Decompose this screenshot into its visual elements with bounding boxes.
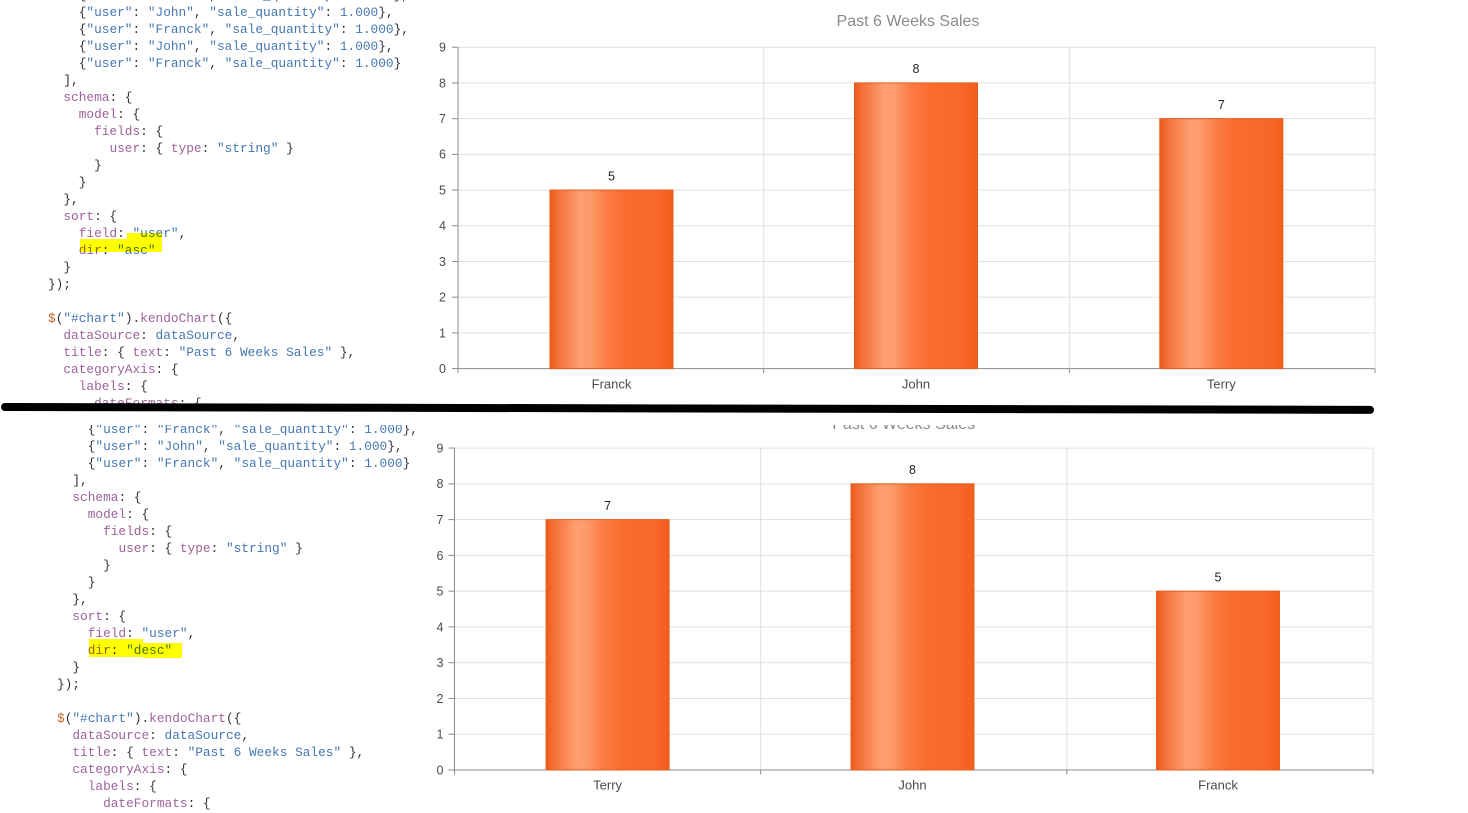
svg-text:8: 8 (909, 463, 916, 477)
svg-text:Past 6 Weeks Sales: Past 6 Weeks Sales (832, 425, 975, 433)
svg-text:2: 2 (439, 291, 446, 305)
svg-text:6: 6 (437, 548, 444, 562)
svg-text:5: 5 (608, 169, 615, 183)
svg-text:8: 8 (437, 477, 444, 491)
svg-text:4: 4 (437, 620, 444, 634)
svg-text:8: 8 (913, 62, 920, 76)
svg-text:6: 6 (439, 148, 446, 162)
svg-text:Franck: Franck (592, 376, 632, 391)
svg-text:7: 7 (604, 498, 611, 512)
svg-text:3: 3 (439, 255, 446, 269)
svg-text:John: John (902, 376, 930, 391)
svg-text:Terry: Terry (1207, 376, 1236, 391)
svg-text:4: 4 (439, 219, 446, 233)
svg-text:7: 7 (437, 513, 444, 527)
svg-text:John: John (898, 777, 926, 792)
svg-text:Terry: Terry (593, 777, 622, 792)
svg-text:5: 5 (1215, 570, 1222, 584)
svg-text:7: 7 (439, 112, 446, 126)
svg-text:9: 9 (437, 441, 444, 455)
svg-text:0: 0 (439, 362, 446, 376)
svg-text:Franck: Franck (1198, 777, 1238, 792)
svg-text:9: 9 (439, 41, 446, 55)
svg-text:Past 6 Weeks Sales: Past 6 Weeks Sales (837, 13, 980, 30)
svg-text:8: 8 (439, 76, 446, 90)
svg-text:3: 3 (437, 656, 444, 670)
svg-text:2: 2 (437, 691, 444, 705)
svg-text:0: 0 (437, 763, 444, 777)
svg-text:7: 7 (1218, 98, 1225, 112)
svg-text:1: 1 (439, 326, 446, 340)
svg-text:5: 5 (439, 183, 446, 197)
svg-text:1: 1 (437, 727, 444, 741)
svg-text:5: 5 (437, 584, 444, 598)
